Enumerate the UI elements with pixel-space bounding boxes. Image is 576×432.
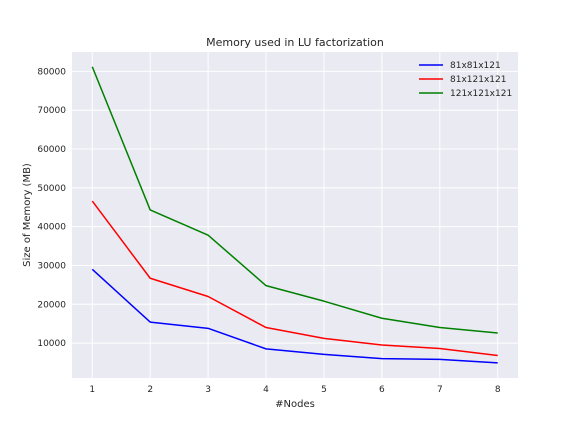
x-tick-label: 7 bbox=[437, 385, 443, 395]
y-tick-label: 30000 bbox=[37, 261, 66, 271]
plot-area bbox=[72, 52, 518, 378]
legend: 81x81x121 81x121x121 121x121x121 bbox=[419, 61, 512, 99]
y-tick-label: 20000 bbox=[37, 300, 66, 310]
y-axis-label: Size of Memory (MB) bbox=[22, 163, 33, 267]
series-line bbox=[91, 200, 498, 357]
y-tick-label: 70000 bbox=[37, 106, 66, 116]
y-tick-labels: 10000 20000 30000 40000 50000 60000 70000 80000 bbox=[37, 67, 66, 349]
x-tick-label: 1 bbox=[89, 385, 95, 395]
grid bbox=[72, 52, 518, 378]
x-tick-label: 3 bbox=[205, 385, 211, 395]
x-tick-label: 4 bbox=[263, 385, 269, 395]
y-tick-label: 10000 bbox=[37, 339, 66, 349]
x-axis-label: #Nodes bbox=[275, 399, 315, 410]
series-line bbox=[91, 268, 498, 364]
legend-label: 121x121x121 bbox=[450, 89, 512, 99]
y-tick-label: 60000 bbox=[37, 145, 66, 155]
series-lines bbox=[91, 66, 498, 364]
x-tick-label: 8 bbox=[495, 385, 501, 395]
series-line bbox=[91, 66, 498, 334]
chart-title: Memory used in LU factorization bbox=[206, 36, 384, 49]
y-tick-label: 50000 bbox=[37, 184, 66, 194]
x-tick-labels: 1 2 3 4 5 6 7 8 bbox=[89, 385, 500, 395]
x-tick-label: 6 bbox=[379, 385, 385, 395]
y-tick-label: 80000 bbox=[37, 67, 66, 77]
x-tick-label: 5 bbox=[321, 385, 327, 395]
legend-label: 81x121x121 bbox=[450, 75, 506, 85]
y-tick-label: 40000 bbox=[37, 223, 66, 233]
x-tick-label: 2 bbox=[147, 385, 153, 395]
legend-label: 81x81x121 bbox=[450, 61, 501, 71]
